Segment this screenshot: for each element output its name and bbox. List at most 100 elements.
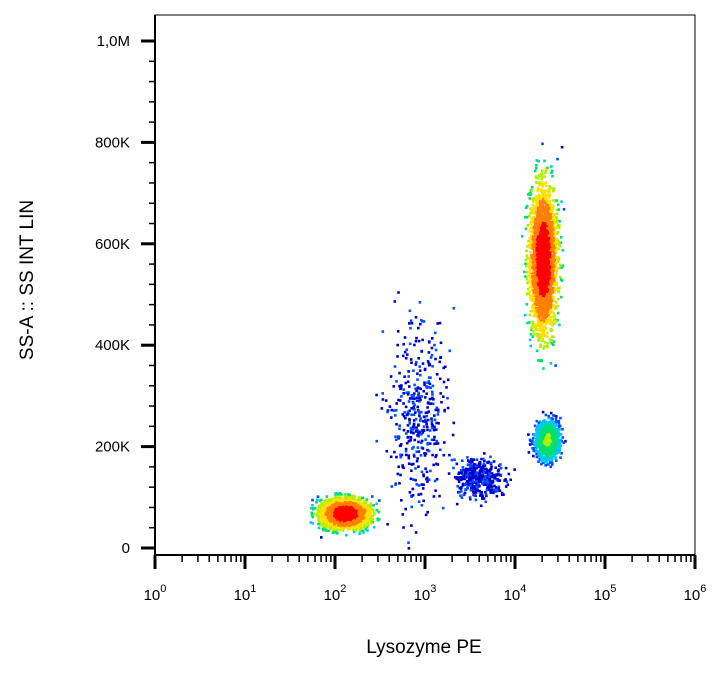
event-point <box>366 504 370 507</box>
event-point <box>539 345 543 348</box>
event-point <box>338 503 341 507</box>
event-point <box>548 199 551 203</box>
event-point <box>353 516 356 520</box>
event-point <box>554 307 557 310</box>
event-point <box>527 274 530 278</box>
event-point <box>350 525 354 528</box>
event-point <box>551 297 554 301</box>
event-point <box>339 513 342 517</box>
event-point <box>536 294 539 298</box>
event-point <box>553 315 556 318</box>
event-point <box>534 195 538 198</box>
event-point <box>545 285 548 288</box>
event-point <box>532 248 536 252</box>
event-point <box>552 296 555 299</box>
event-point <box>332 529 335 532</box>
event-point <box>536 233 539 237</box>
event-point <box>553 281 557 284</box>
event-point <box>534 300 538 304</box>
event-point <box>536 320 540 323</box>
event-point <box>358 503 362 506</box>
event-point <box>311 504 314 507</box>
event-point <box>547 310 550 314</box>
event-point <box>328 509 331 512</box>
event-point <box>358 499 362 503</box>
event-point <box>551 239 554 243</box>
event-point <box>344 500 347 504</box>
event-point <box>540 175 544 178</box>
event-point <box>346 498 349 502</box>
event-point <box>338 496 342 499</box>
event-point <box>339 511 343 514</box>
event-point <box>357 496 361 499</box>
event-point <box>344 523 348 527</box>
event-point <box>361 529 365 533</box>
event-point <box>338 508 342 511</box>
event-point <box>539 291 542 294</box>
event-point <box>534 166 538 170</box>
event-point <box>532 200 535 203</box>
event-point <box>529 296 532 299</box>
event-point <box>539 188 543 191</box>
event-point <box>533 332 537 336</box>
event-point <box>532 257 535 260</box>
event-point <box>528 214 531 218</box>
event-point <box>542 201 546 205</box>
event-point <box>363 525 367 528</box>
event-point <box>347 515 351 519</box>
event-point <box>545 261 548 264</box>
event-point <box>377 510 381 514</box>
event-point <box>319 505 323 509</box>
event-point <box>559 275 562 279</box>
event-point <box>555 212 559 216</box>
event-point <box>531 286 534 289</box>
event-point <box>526 245 529 248</box>
event-point <box>325 529 328 532</box>
event-point <box>556 304 559 308</box>
event-point <box>322 515 325 519</box>
event-point <box>549 210 552 213</box>
event-point <box>349 515 353 518</box>
event-point <box>371 508 375 512</box>
event-point <box>317 504 321 508</box>
event-point <box>550 165 553 168</box>
event-point <box>550 221 554 224</box>
event-point <box>530 256 534 259</box>
event-point <box>336 495 340 499</box>
event-point <box>528 229 531 233</box>
event-point <box>326 505 329 509</box>
event-point <box>526 224 530 227</box>
event-point <box>540 260 544 264</box>
event-point <box>354 504 358 508</box>
event-point <box>553 247 556 251</box>
event-point <box>532 226 536 229</box>
event-point <box>341 529 345 532</box>
event-point <box>557 247 560 251</box>
event-point <box>546 205 549 209</box>
event-point <box>534 175 538 178</box>
event-point <box>328 499 331 502</box>
event-point <box>353 495 357 498</box>
event-point <box>351 497 355 500</box>
event-point <box>530 186 534 189</box>
event-point <box>548 186 552 190</box>
event-point <box>532 235 535 238</box>
event-point <box>554 287 558 290</box>
event-point <box>534 217 537 221</box>
event-point <box>547 242 551 246</box>
event-point <box>353 500 357 504</box>
event-point <box>531 261 534 264</box>
event-point <box>537 159 540 163</box>
event-point <box>549 362 553 365</box>
event-point <box>546 297 549 301</box>
event-point <box>536 242 540 246</box>
event-point <box>340 526 344 530</box>
event-point <box>358 505 361 509</box>
event-point <box>544 326 548 330</box>
event-point <box>342 508 345 512</box>
event-point <box>554 364 557 367</box>
event-point <box>537 279 541 282</box>
event-point <box>341 502 345 505</box>
event-point <box>354 528 358 532</box>
event-point <box>535 201 539 205</box>
